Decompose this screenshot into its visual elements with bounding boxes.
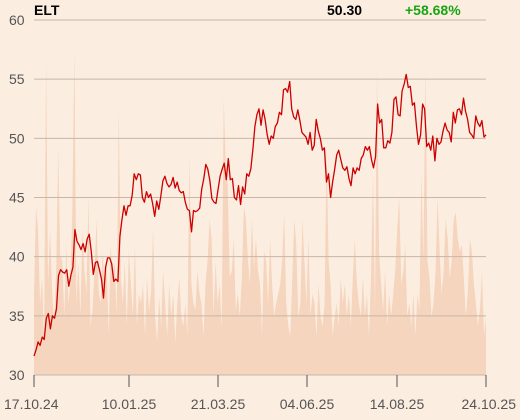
x-tick-label-1: 10.01.25: [102, 396, 157, 412]
y-tick-label-30: 30: [9, 367, 25, 383]
volume-area-group: [34, 50, 486, 375]
y-tick-label-55: 55: [9, 71, 25, 87]
y-tick-label-40: 40: [9, 249, 25, 265]
y-tick-label-45: 45: [9, 190, 25, 206]
price-line: [33, 73, 487, 357]
y-tick-label-35: 35: [9, 308, 25, 324]
y-tick-label-60: 60: [9, 12, 25, 28]
price-line-group: [33, 73, 487, 357]
axis-group: 30 35 40 45 50 55 60 17.10.24 10.01.25 21.03.25 04…: [4, 12, 516, 412]
x-tick-label-5: 24.10.25: [462, 396, 517, 412]
y-tick-label-50: 50: [9, 130, 25, 146]
price-change-percent: +58.68%: [405, 2, 461, 18]
volume-area: [34, 50, 486, 375]
x-tick-label-2: 21.03.25: [191, 396, 246, 412]
x-tick-label-0: 17.10.24: [4, 396, 59, 412]
x-tick-label-4: 14.08.25: [370, 396, 425, 412]
grid-group: [34, 19, 486, 376]
ticker-symbol: ELT: [34, 2, 60, 18]
last-price: 50.30: [327, 2, 363, 18]
x-tick-label-3: 04.06.25: [280, 396, 335, 412]
